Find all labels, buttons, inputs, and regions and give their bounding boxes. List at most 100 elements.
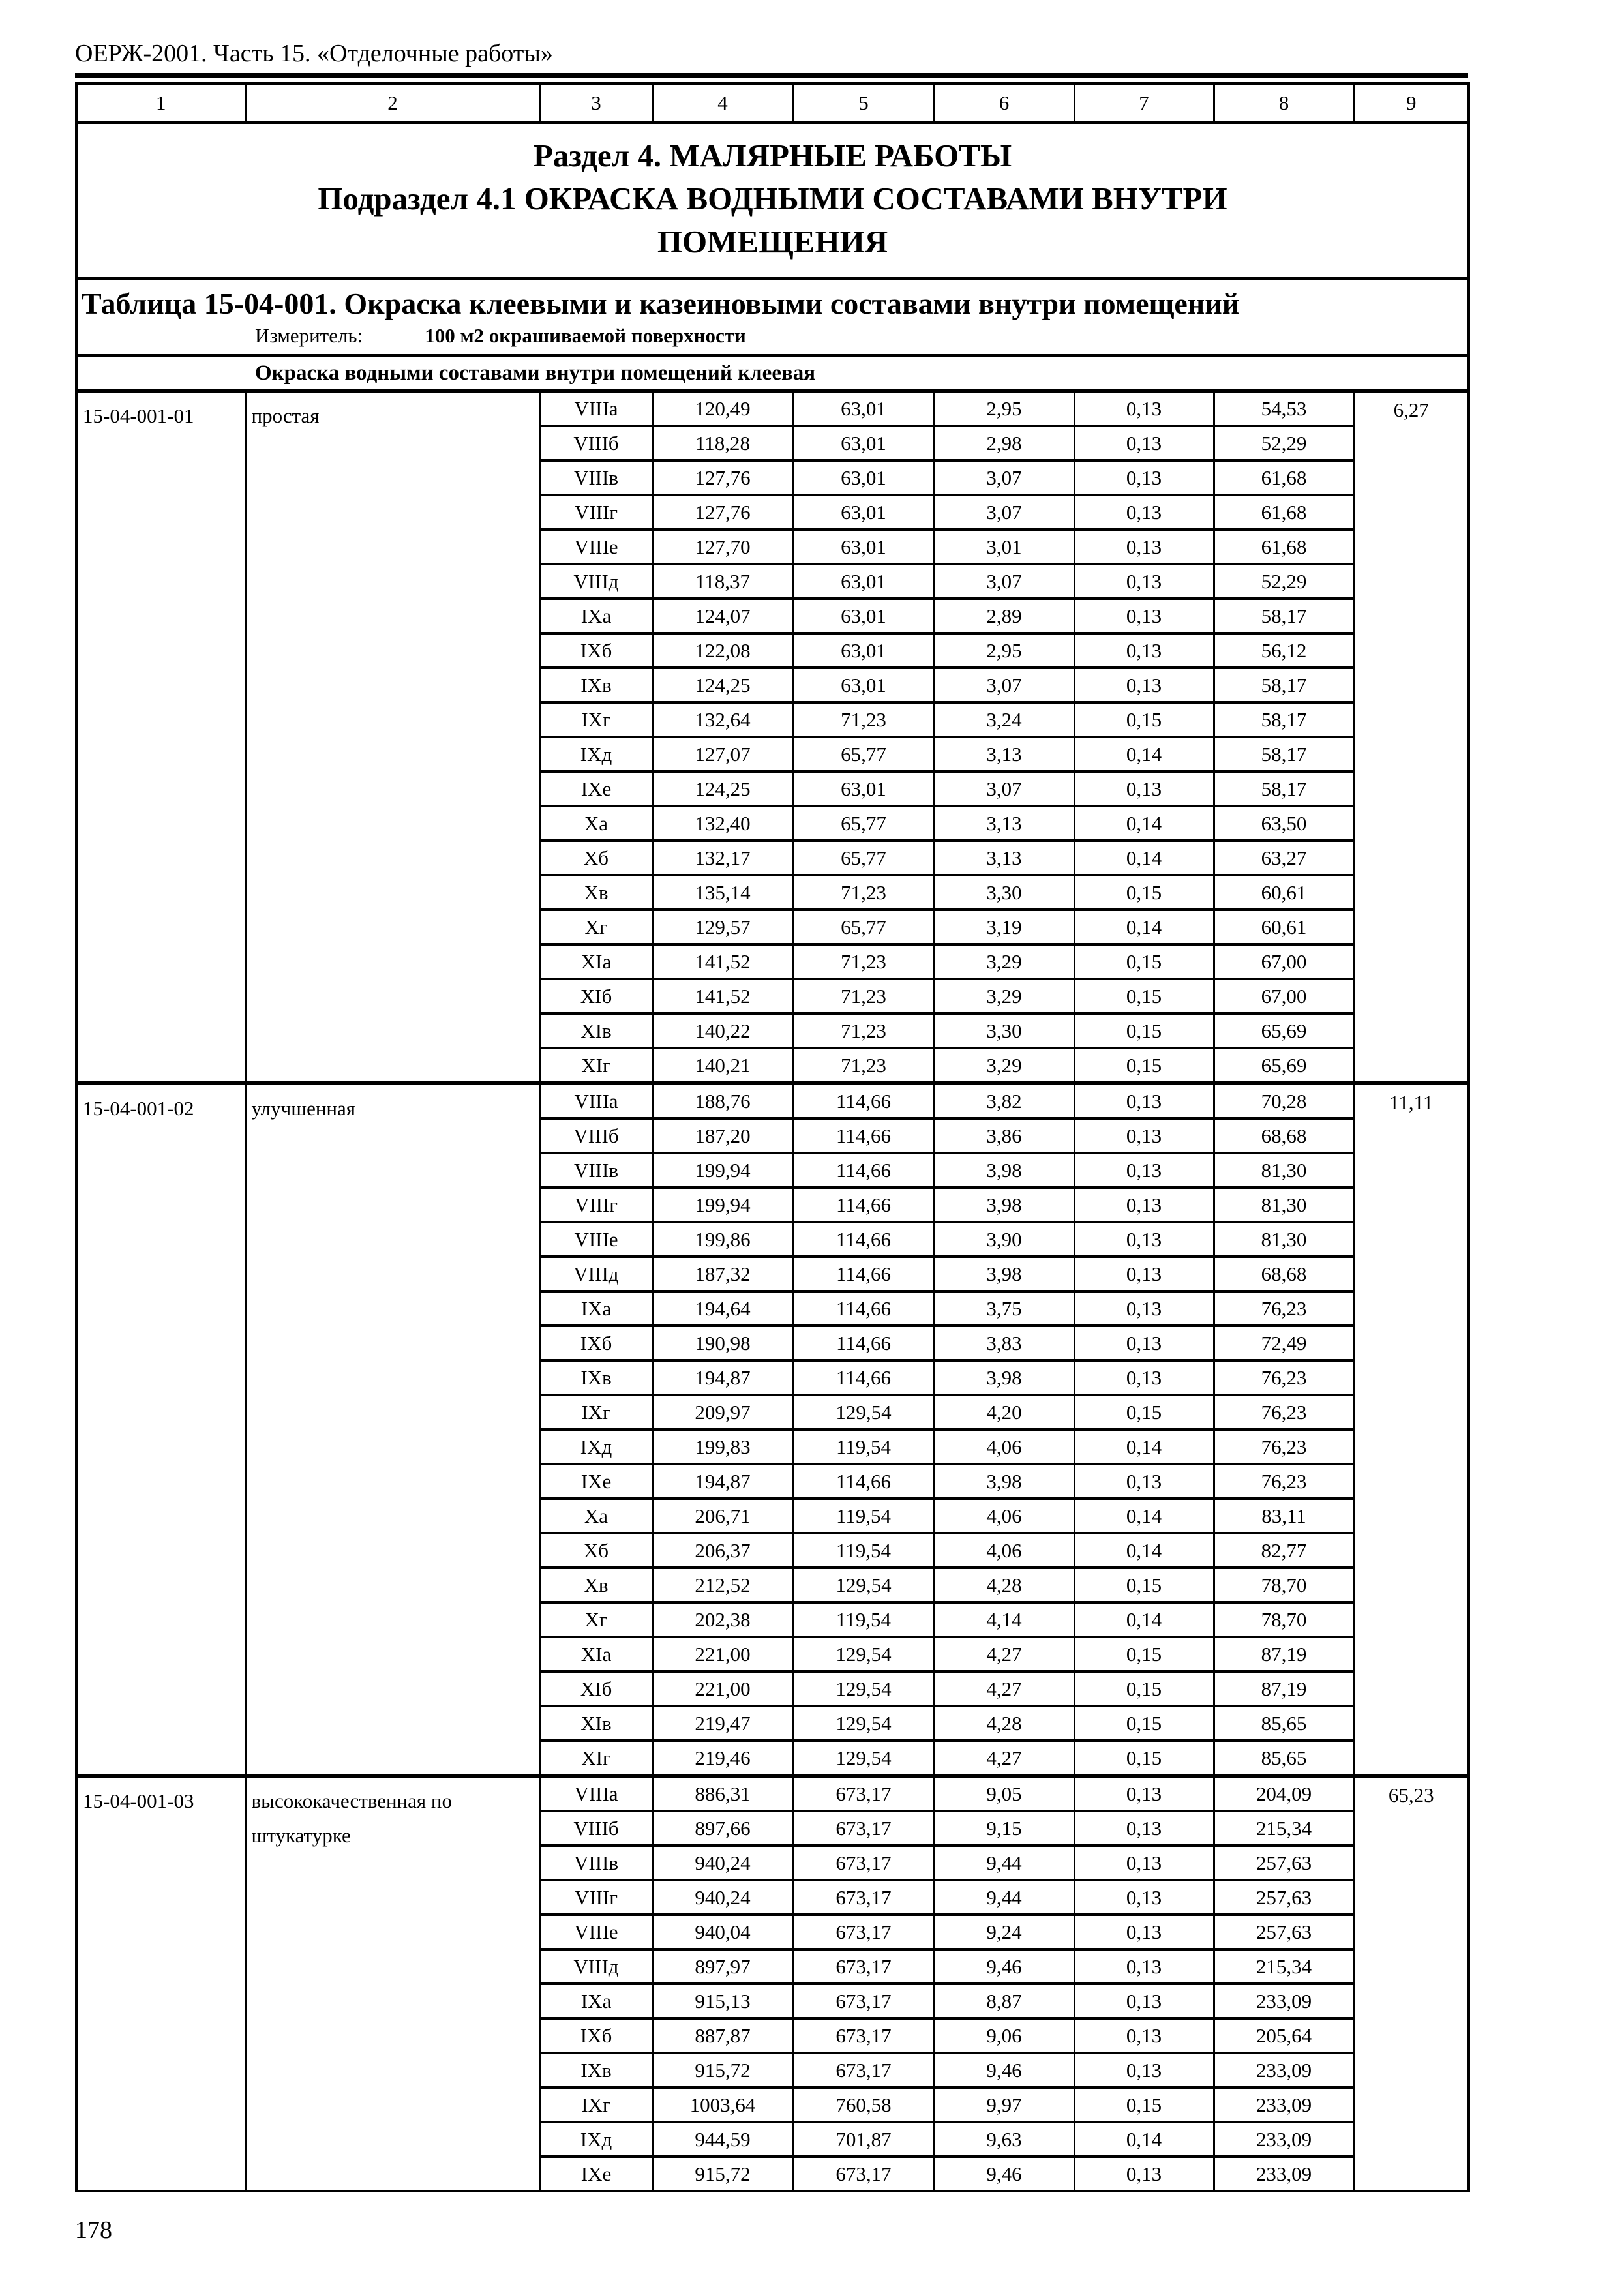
code-cell: 15-04-001-01 [75, 389, 247, 1083]
data-row: XIб 221,00 129,54 4,27 0,15 87,19 [76, 1670, 1469, 1707]
value-cell: 199,86 [651, 1221, 794, 1258]
value-cell: 0,13 [1073, 1879, 1215, 1916]
value-cell: 0,13 [1073, 1844, 1215, 1881]
value-cell: 81,30 [1212, 1186, 1355, 1223]
category-cell: IXб [539, 1324, 654, 1362]
data-row: VIIIд 118,37 63,01 3,07 0,13 52,29 [76, 563, 1469, 600]
category-cell: Xб [539, 1532, 654, 1569]
value-cell: 202,38 [651, 1601, 794, 1638]
data-row: IXе 915,72 673,17 9,46 0,13 233,09 [76, 2155, 1469, 2192]
value-cell: 58,17 [1212, 597, 1355, 635]
value-cell: 65,77 [792, 736, 935, 773]
value-cell: 118,37 [651, 563, 794, 600]
value-cell: 0,13 [1073, 2017, 1215, 2054]
meter-cell: Измеритель: 100 м2 окрашиваемой поверхнос… [76, 324, 1469, 357]
value-cell: 0,13 [1073, 597, 1215, 635]
category-cell: IXе [539, 2155, 654, 2192]
data-row: Xв 212,52 129,54 4,28 0,15 78,70 [76, 1566, 1469, 1604]
category-cell: IXв [539, 666, 654, 704]
value-cell: 194,87 [651, 1463, 794, 1500]
column-number: 8 [1212, 82, 1355, 124]
rates-table: 1 2 3 4 5 6 7 8 9 Раздел 4. МАЛЯРНЫЕ РАБ… [75, 82, 1470, 2192]
value-cell: 673,17 [792, 1913, 935, 1951]
data-row: VIIIе 127,70 63,01 3,01 0,13 61,68 [76, 528, 1469, 565]
value-cell: 58,17 [1212, 666, 1355, 704]
value-cell: 114,66 [792, 1463, 935, 1500]
category-cell: XIб [539, 1670, 654, 1707]
meter-label: Измеритель: [255, 324, 363, 347]
category-cell: XIг [539, 1739, 654, 1777]
category-cell: Xв [539, 1566, 654, 1604]
value-cell: 63,01 [792, 459, 935, 496]
value-cell: 206,37 [651, 1532, 794, 1569]
value-cell: 257,63 [1212, 1879, 1355, 1916]
value-cell: 129,54 [792, 1670, 935, 1707]
value-cell: 0,15 [1073, 943, 1215, 980]
value-cell: 70,28 [1212, 1081, 1355, 1120]
value-cell: 63,01 [792, 389, 935, 427]
data-row: IXг 209,97 129,54 4,20 0,15 76,23 [76, 1394, 1469, 1431]
value-cell: 0,15 [1073, 1670, 1215, 1707]
category-cell: VIIIб [539, 1117, 654, 1154]
value-cell: 114,66 [792, 1152, 935, 1189]
value-cell: 205,64 [1212, 2017, 1355, 2054]
value-cell: 233,09 [1212, 2121, 1355, 2158]
value-cell: 3,98 [933, 1152, 1075, 1189]
data-row: VIIIе 940,04 673,17 9,24 0,13 257,63 [76, 1913, 1469, 1951]
value-cell: 63,01 [792, 563, 935, 600]
value-cell: 71,23 [792, 1012, 935, 1049]
value-cell: 58,17 [1212, 701, 1355, 738]
extra-cell: 11,11 [1353, 1081, 1470, 1776]
category-cell: VIIIб [539, 425, 654, 462]
category-cell: IXд [539, 1428, 654, 1465]
value-cell: 76,23 [1212, 1290, 1355, 1327]
column-number: 4 [651, 82, 794, 124]
value-cell: 4,28 [933, 1705, 1075, 1742]
data-row: Xб 132,17 65,77 3,13 0,14 63,27 [76, 839, 1469, 876]
value-cell: 194,87 [651, 1359, 794, 1396]
category-cell: Xг [539, 908, 654, 946]
category-cell: VIIIа [539, 1081, 654, 1120]
value-cell: 0,13 [1073, 389, 1215, 427]
horizontal-rule [75, 73, 1468, 78]
value-cell: 141,52 [651, 943, 794, 980]
value-cell: 199,94 [651, 1152, 794, 1189]
value-cell: 114,66 [792, 1359, 935, 1396]
data-row: XIв 140,22 71,23 3,30 0,15 65,69 [76, 1012, 1469, 1049]
value-cell: 940,24 [651, 1844, 794, 1881]
value-cell: 9,46 [933, 2052, 1075, 2089]
value-cell: 2,89 [933, 597, 1075, 635]
value-cell: 915,13 [651, 1982, 794, 2020]
value-cell: 673,17 [792, 1948, 935, 1985]
value-cell: 119,54 [792, 1601, 935, 1638]
column-number: 7 [1073, 82, 1215, 124]
value-cell: 78,70 [1212, 1566, 1355, 1604]
category-cell: IXе [539, 770, 654, 807]
data-row: XIг 219,46 129,54 4,27 0,15 85,65 [76, 1739, 1469, 1777]
value-cell: 85,65 [1212, 1739, 1355, 1777]
value-cell: 897,66 [651, 1810, 794, 1847]
value-cell: 0,13 [1073, 1810, 1215, 1847]
data-row: IXв 915,72 673,17 9,46 0,13 233,09 [76, 2052, 1469, 2089]
value-cell: 0,13 [1073, 1255, 1215, 1293]
value-cell: 3,98 [933, 1359, 1075, 1396]
value-cell: 9,46 [933, 1948, 1075, 1985]
value-cell: 0,13 [1073, 425, 1215, 462]
value-cell: 135,14 [651, 874, 794, 911]
value-cell: 129,54 [792, 1566, 935, 1604]
value-cell: 83,11 [1212, 1497, 1355, 1534]
value-cell: 61,68 [1212, 459, 1355, 496]
value-cell: 673,17 [792, 1774, 935, 1812]
category-cell: Xб [539, 839, 654, 876]
data-row: IXб 887,87 673,17 9,06 0,13 205,64 [76, 2017, 1469, 2054]
value-cell: 0,14 [1073, 805, 1215, 842]
value-cell: 219,47 [651, 1705, 794, 1742]
value-cell: 0,13 [1073, 1774, 1215, 1812]
value-cell: 886,31 [651, 1774, 794, 1812]
value-cell: 3,30 [933, 874, 1075, 911]
category-cell: IXв [539, 2052, 654, 2089]
value-cell: 132,17 [651, 839, 794, 876]
value-cell: 3,82 [933, 1081, 1075, 1120]
value-cell: 0,13 [1073, 1221, 1215, 1258]
value-cell: 2,95 [933, 632, 1075, 669]
